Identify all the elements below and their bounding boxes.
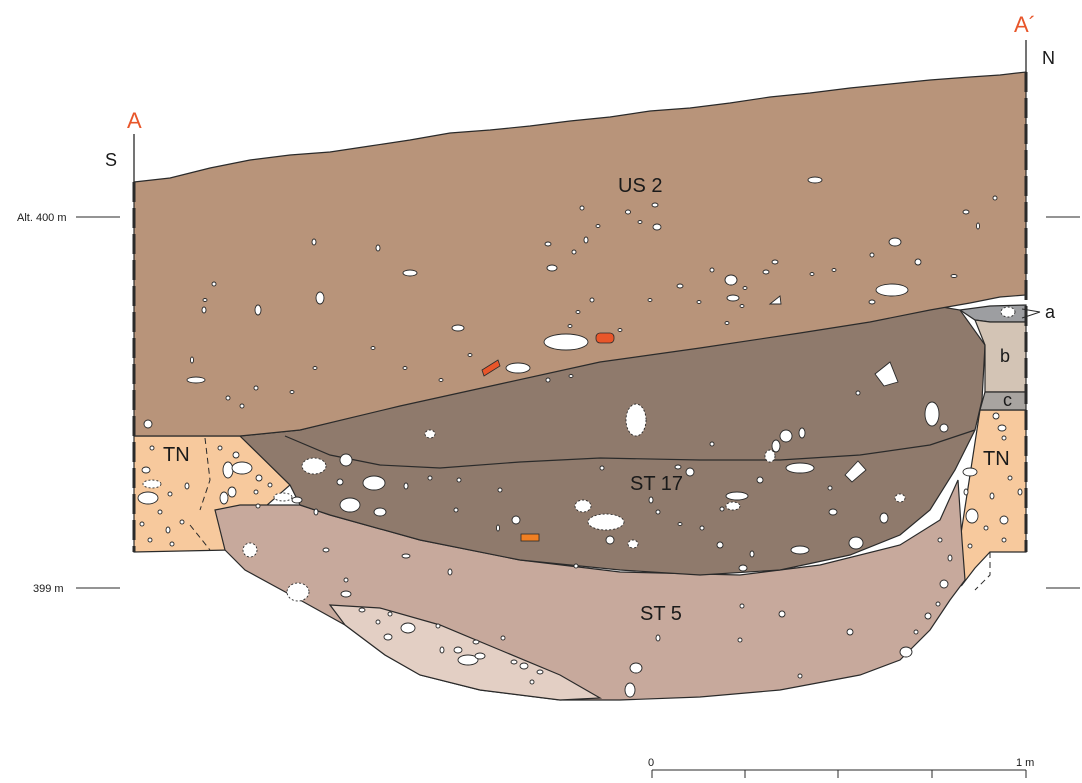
altitude-upper-label: Alt. 400 m (17, 212, 67, 224)
profile-end-letter: A´ (1014, 12, 1036, 37)
scale-zero-label: 0 (648, 757, 654, 769)
us2-layer (133, 71, 1027, 437)
brick-fragment-2 (481, 359, 501, 377)
brick-fragment-3 (520, 533, 540, 542)
tn-left-dash-2 (189, 524, 211, 551)
tn-inclusions (137, 412, 1023, 549)
unit-a-pointer-upper (1021, 308, 1041, 313)
unit-a-pointer-lower (1021, 311, 1041, 319)
st17-inner-boundary (284, 429, 976, 469)
scale-max-label: 1 m (1016, 757, 1034, 769)
unit-label-us2: US 2 (618, 175, 662, 197)
profile-start-letter: A (127, 108, 142, 133)
us2-inclusions (143, 176, 1016, 451)
st5-lower-layer (328, 604, 603, 701)
unit-label-st17: ST 17 (630, 473, 683, 495)
unit-a-layer (958, 304, 1027, 323)
tn-right-dash (974, 552, 991, 591)
altitude-lower-label: 399 m (33, 583, 64, 595)
unit-label-c: c (1003, 390, 1012, 410)
unit-label-st5: ST 5 (640, 603, 682, 625)
unit-label-tn-right: TN (983, 448, 1010, 470)
south-label: S (105, 150, 117, 170)
north-label: N (1042, 48, 1055, 68)
tn-left-dash-1 (199, 437, 211, 511)
brick-fragment-1 (595, 332, 615, 344)
st5-inclusions (242, 537, 953, 698)
unit-label-a: a (1045, 302, 1056, 322)
unit-label-b: b (1000, 346, 1010, 366)
unit-label-tn-left: TN (163, 444, 190, 466)
st17-inclusions (291, 361, 949, 572)
scale-bar (651, 769, 1027, 778)
